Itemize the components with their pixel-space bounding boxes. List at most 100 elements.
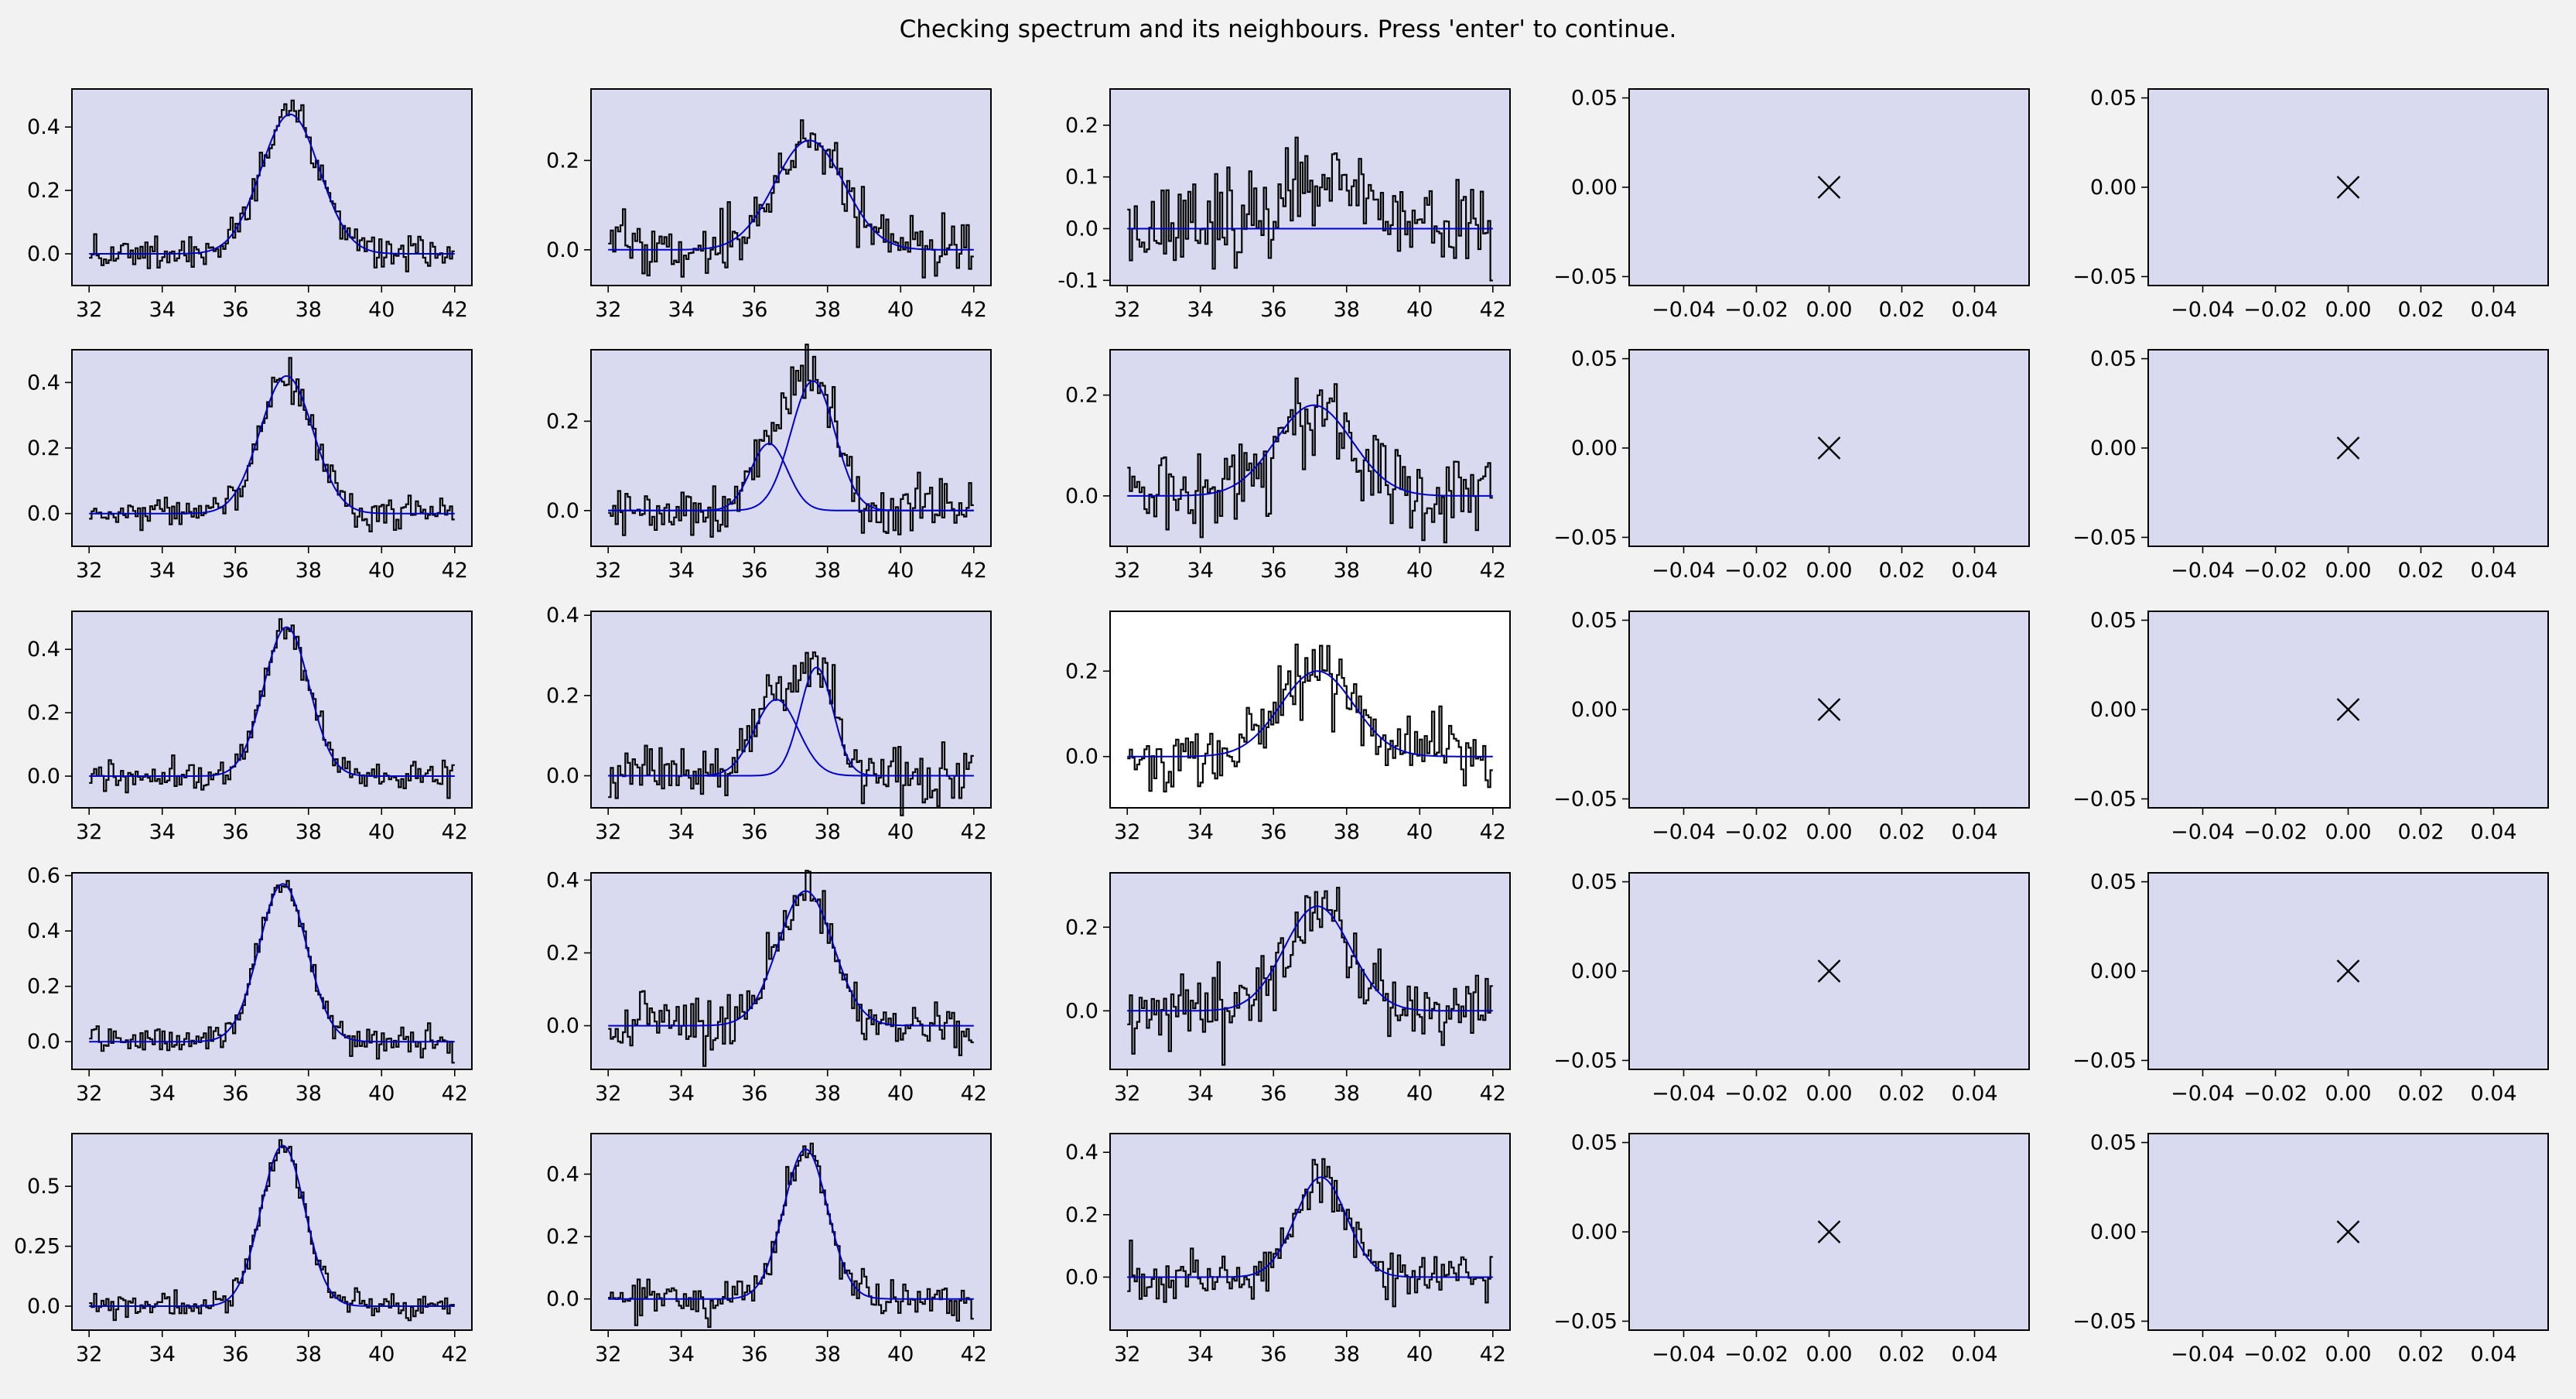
y-tick-label: −0.05	[2072, 265, 2137, 289]
y-tick-label: 0.2	[1065, 1203, 1098, 1227]
y-tick-label: -0.1	[1057, 269, 1098, 292]
x-marker-icon	[1817, 698, 1841, 721]
panel-axes	[71, 611, 473, 809]
x-tick-label: 32	[76, 1082, 102, 1106]
subplot-r1-c4: −0.04 −0.02 0.00 0.02 0.04 0.05 0.00 −0.05	[2072, 347, 2549, 583]
x-tick-label: −0.02	[2243, 298, 2308, 322]
x-tick-label: −0.04	[1652, 1343, 1716, 1367]
y-tick-label: 0.0	[1065, 1265, 1098, 1289]
y-tick-label: 0.05	[1571, 609, 1618, 633]
y-tick-label: −0.05	[1553, 525, 1618, 549]
x-tick-label: 40	[887, 1343, 914, 1367]
x-tick-label: −0.02	[2243, 820, 2308, 844]
figure-title: Checking spectrum and its neighbours. Pr…	[900, 15, 1677, 43]
y-tick-label: 0.4	[27, 638, 60, 662]
subplot-r2-c1: 32 34 36 38 40 42 0.0 0.2 0.4	[546, 604, 992, 844]
x-tick-label: 36	[1260, 820, 1286, 844]
x-tick-label: 0.00	[1806, 1082, 1852, 1106]
x-tick-label: −0.04	[2171, 1082, 2235, 1106]
x-tick-label: 38	[1334, 820, 1360, 844]
subplot-r1-c1: 32 34 36 38 40 42 0.0 0.2	[546, 344, 992, 583]
x-tick-label: 0.02	[2397, 820, 2444, 844]
x-tick-label: 42	[961, 1343, 987, 1367]
x-tick-label: 0.02	[1878, 1082, 1925, 1106]
subplot-r1-c3: −0.04 −0.02 0.00 0.02 0.04 0.05 0.00 −0.05	[1553, 347, 2030, 583]
x-tick-label: 0.00	[2325, 559, 2371, 583]
fit-curve	[608, 139, 974, 251]
x-tick-label: 32	[595, 559, 621, 583]
x-tick-label: 40	[368, 1343, 395, 1367]
x-tick-label: 34	[149, 298, 176, 322]
y-tick-label: 0.0	[1065, 999, 1098, 1023]
x-tick-label: −0.02	[1724, 1082, 1789, 1106]
x-marker-icon	[1817, 176, 1841, 199]
x-marker-icon	[2336, 1220, 2360, 1243]
y-tick-label: 0.0	[27, 502, 60, 526]
y-tick-label: 0.05	[2090, 347, 2137, 371]
y-tick-label: 0.5	[27, 1175, 60, 1199]
x-tick-label: 40	[368, 820, 395, 844]
x-tick-label: 40	[368, 298, 395, 322]
y-tick-label: 0.00	[2090, 698, 2137, 722]
y-tick-label: 0.2	[27, 975, 60, 999]
x-tick-label: −0.02	[2243, 1082, 2308, 1106]
x-tick-label: 32	[76, 559, 102, 583]
x-tick-label: −0.04	[2171, 1343, 2235, 1367]
x-tick-label: 36	[222, 820, 248, 844]
fit-curve	[89, 1144, 455, 1307]
x-tick-label: −0.02	[2243, 559, 2308, 583]
x-tick-label: 40	[887, 820, 914, 844]
x-tick-label: 32	[76, 298, 102, 322]
y-tick-label: 0.2	[27, 436, 60, 460]
subplot-r4-c4: −0.04 −0.02 0.00 0.02 0.04 0.05 0.00 −0.05	[2072, 1131, 2549, 1367]
x-tick-label: 36	[222, 1343, 248, 1367]
x-tick-label: 36	[222, 298, 248, 322]
y-tick-label: 0.0	[1065, 484, 1098, 508]
y-tick-label: 0.2	[546, 149, 579, 173]
x-tick-label: 38	[815, 820, 841, 844]
x-tick-label: 36	[222, 1082, 248, 1106]
spectrum-line	[89, 99, 455, 272]
panel-axes	[590, 88, 992, 286]
x-tick-label: −0.04	[2171, 298, 2235, 322]
x-tick-label: 32	[76, 820, 102, 844]
y-tick-label: 0.1	[1065, 166, 1098, 190]
x-tick-label: 0.04	[2470, 1082, 2516, 1106]
y-tick-label: −0.05	[1553, 265, 1618, 289]
y-tick-label: 0.05	[1571, 871, 1618, 894]
y-tick-label: 0.00	[2090, 436, 2137, 460]
x-tick-label: 0.02	[2397, 1082, 2444, 1106]
panel-axes	[1109, 1133, 1511, 1331]
x-tick-label: 32	[1114, 820, 1140, 844]
x-tick-label: 0.04	[1951, 559, 1997, 583]
y-tick-label: 0.0	[546, 238, 579, 262]
x-tick-label: 0.02	[1878, 1343, 1925, 1367]
subplot-r0-c0: 32 34 36 38 40 42 0.0 0.2 0.4	[27, 88, 473, 322]
x-tick-label: 40	[1406, 1343, 1433, 1367]
x-tick-label: 34	[1187, 1082, 1214, 1106]
subplot-r0-c2: 32 34 36 38 40 42 -0.1 0.0 0.1 0.2	[1057, 88, 1511, 322]
x-tick-label: 36	[222, 559, 248, 583]
x-tick-label: −0.04	[1652, 559, 1716, 583]
spectrum-line	[1127, 887, 1493, 1066]
x-tick-label: 32	[1114, 298, 1140, 322]
subplot-grid: 32 34 36 38 40 420.00.20.432 34 36 38 40 420.00.23…	[14, 87, 2549, 1367]
y-tick-label: 0.05	[2090, 87, 2137, 111]
x-tick-label: 32	[1114, 1343, 1140, 1367]
fit-curve	[608, 666, 974, 777]
y-tick-label: 0.4	[1065, 1141, 1098, 1165]
x-tick-label: 0.04	[1951, 820, 1997, 844]
fit-curve	[1127, 1176, 1493, 1278]
x-tick-label: 38	[1334, 559, 1360, 583]
x-tick-label: 34	[668, 1082, 695, 1106]
x-tick-label: 32	[1114, 1082, 1140, 1106]
x-tick-label: 34	[668, 1343, 695, 1367]
x-tick-label: 38	[815, 1343, 841, 1367]
x-tick-label: 40	[1406, 1082, 1433, 1106]
y-tick-label: 0.2	[1065, 659, 1098, 683]
x-tick-label: 0.00	[1806, 559, 1852, 583]
x-tick-label: 0.04	[2470, 1343, 2516, 1367]
x-tick-label: 0.00	[2325, 1343, 2371, 1367]
x-tick-label: 42	[1480, 1343, 1506, 1367]
y-tick-label: 0.2	[546, 684, 579, 708]
